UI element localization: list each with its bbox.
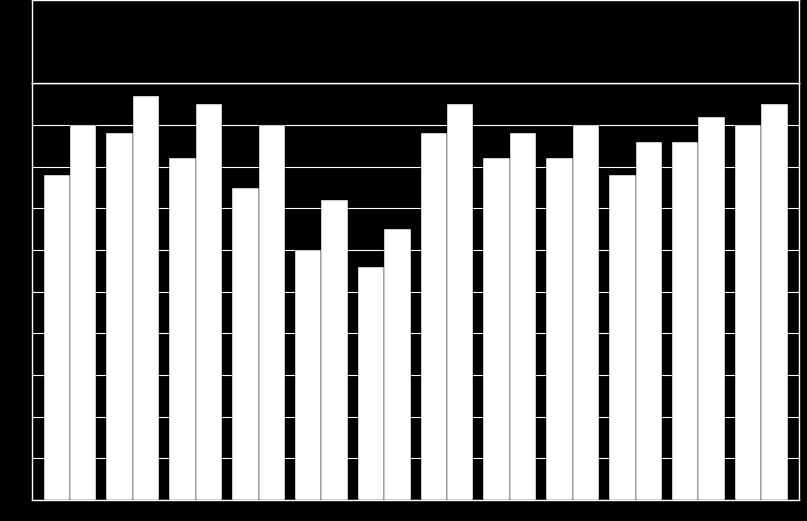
Bar bbox=[70, 125, 96, 500]
Bar bbox=[321, 200, 348, 500]
Bar bbox=[169, 158, 195, 500]
Bar bbox=[295, 250, 321, 500]
Bar bbox=[447, 104, 474, 500]
Bar bbox=[258, 125, 285, 500]
Bar bbox=[107, 133, 133, 500]
Bar bbox=[232, 188, 258, 500]
Bar bbox=[573, 125, 599, 500]
Bar bbox=[420, 133, 447, 500]
Bar bbox=[698, 117, 725, 500]
Bar bbox=[384, 229, 411, 500]
Bar bbox=[358, 267, 384, 500]
Bar bbox=[510, 133, 537, 500]
Bar bbox=[672, 142, 698, 500]
Bar bbox=[735, 125, 761, 500]
Bar bbox=[609, 175, 636, 500]
Bar bbox=[483, 158, 510, 500]
Bar bbox=[195, 104, 222, 500]
Bar bbox=[636, 142, 662, 500]
Bar bbox=[761, 104, 788, 500]
Bar bbox=[546, 158, 573, 500]
Bar bbox=[44, 175, 70, 500]
Bar bbox=[133, 96, 159, 500]
